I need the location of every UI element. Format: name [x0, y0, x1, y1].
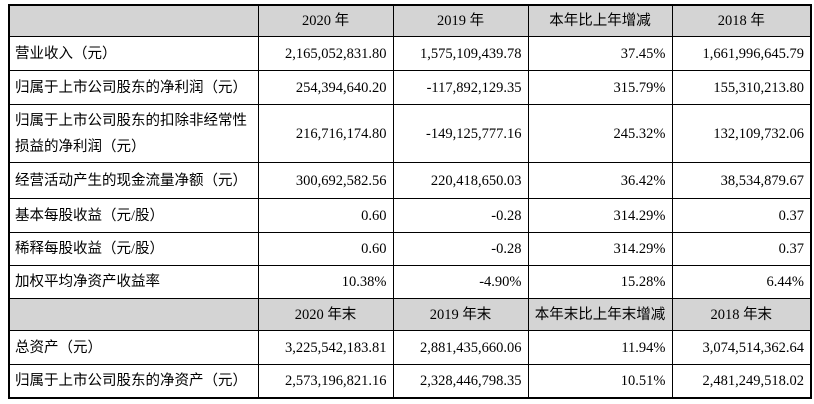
cell-2018: 3,074,514,362.64: [671, 330, 812, 365]
table-row-net-profit: 归属于上市公司股东的净利润（元） 254,394,640.20 -117,892…: [8, 70, 812, 105]
table-row-total-assets: 总资产（元） 3,225,542,183.81 2,881,435,660.06…: [8, 330, 812, 365]
cell-2019: 2,328,446,798.35: [392, 364, 529, 398]
cell-2018: 0.37: [671, 232, 812, 266]
cell-2018: 132,109,732.06: [671, 104, 812, 163]
cell-2020: 216,716,174.80: [257, 104, 394, 163]
column-header-2019-end: 2019 年末: [392, 298, 529, 331]
row-label: 归属于上市公司股东的扣除非经常性损益的净利润（元）: [8, 104, 259, 163]
column-header-yoy-change: 本年比上年增减: [527, 4, 673, 37]
row-label: 稀释每股收益（元/股）: [8, 232, 259, 266]
cell-2018: 0.37: [671, 198, 812, 233]
cell-2019: -0.28: [392, 232, 529, 266]
table-header-row-annual: 2020 年 2019 年 本年比上年增减 2018 年: [8, 4, 812, 37]
cell-change: 11.94%: [527, 330, 673, 365]
row-label: 基本每股收益（元/股）: [8, 198, 259, 233]
cell-change: 15.28%: [527, 265, 673, 299]
column-header-2018-end: 2018 年末: [671, 298, 812, 331]
cell-change: 315.79%: [527, 70, 673, 105]
table-row-net-profit-excl-nonrecurring: 归属于上市公司股东的扣除非经常性损益的净利润（元） 216,716,174.80…: [8, 104, 812, 163]
row-label: 归属于上市公司股东的净利润（元）: [8, 70, 259, 105]
row-label: 经营活动产生的现金流量净额（元）: [8, 162, 259, 199]
header-cell-blank: [8, 298, 259, 331]
table-row-basic-eps: 基本每股收益（元/股） 0.60 -0.28 314.29% 0.37: [8, 198, 812, 233]
cell-change: 10.51%: [527, 364, 673, 398]
cell-2018: 38,534,879.67: [671, 162, 812, 199]
cell-2018: 2,481,249,518.02: [671, 364, 812, 398]
cell-2019: -4.90%: [392, 265, 529, 299]
cell-2020: 3,225,542,183.81: [257, 330, 394, 365]
table-header-row-year-end: 2020 年末 2019 年末 本年末比上年末增减 2018 年末: [8, 298, 812, 331]
column-header-year-end-change: 本年末比上年末增减: [527, 298, 673, 331]
cell-change: 37.45%: [527, 36, 673, 71]
cell-2020: 0.60: [257, 232, 394, 266]
row-label: 归属于上市公司股东的净资产（元）: [8, 364, 259, 398]
column-header-2020-end: 2020 年末: [257, 298, 394, 331]
cell-2019: -0.28: [392, 198, 529, 233]
cell-change: 36.42%: [527, 162, 673, 199]
column-header-2019: 2019 年: [392, 4, 529, 37]
cell-2020: 300,692,582.56: [257, 162, 394, 199]
cell-2018: 6.44%: [671, 265, 812, 299]
cell-change: 245.32%: [527, 104, 673, 163]
cell-2019: 1,575,109,439.78: [392, 36, 529, 71]
cell-2019: -149,125,777.16: [392, 104, 529, 163]
row-label: 加权平均净资产收益率: [8, 265, 259, 299]
row-label: 总资产（元）: [8, 330, 259, 365]
cell-2018: 1,661,996,645.79: [671, 36, 812, 71]
cell-change: 314.29%: [527, 198, 673, 233]
row-label: 营业收入（元）: [8, 36, 259, 71]
column-header-2020: 2020 年: [257, 4, 394, 37]
cell-change: 314.29%: [527, 232, 673, 266]
cell-2018: 155,310,213.80: [671, 70, 812, 105]
cell-2019: 220,418,650.03: [392, 162, 529, 199]
cell-2019: -117,892,129.35: [392, 70, 529, 105]
cell-2019: 2,881,435,660.06: [392, 330, 529, 365]
table-row-revenue: 营业收入（元） 2,165,052,831.80 1,575,109,439.7…: [8, 36, 812, 71]
table-row-net-assets: 归属于上市公司股东的净资产（元） 2,573,196,821.16 2,328,…: [8, 364, 812, 398]
column-header-2018: 2018 年: [671, 4, 812, 37]
cell-2020: 254,394,640.20: [257, 70, 394, 105]
cell-2020: 0.60: [257, 198, 394, 233]
table-row-operating-cash-flow: 经营活动产生的现金流量净额（元） 300,692,582.56 220,418,…: [8, 162, 812, 199]
cell-2020: 2,165,052,831.80: [257, 36, 394, 71]
cell-2020: 2,573,196,821.16: [257, 364, 394, 398]
table-row-weighted-avg-roe: 加权平均净资产收益率 10.38% -4.90% 15.28% 6.44%: [8, 265, 812, 299]
table-row-diluted-eps: 稀释每股收益（元/股） 0.60 -0.28 314.29% 0.37: [8, 232, 812, 266]
header-cell-blank: [8, 4, 259, 37]
cell-2020: 10.38%: [257, 265, 394, 299]
key-financial-indicators-table: 2020 年 2019 年 本年比上年增减 2018 年 营业收入（元） 2,1…: [8, 4, 812, 399]
